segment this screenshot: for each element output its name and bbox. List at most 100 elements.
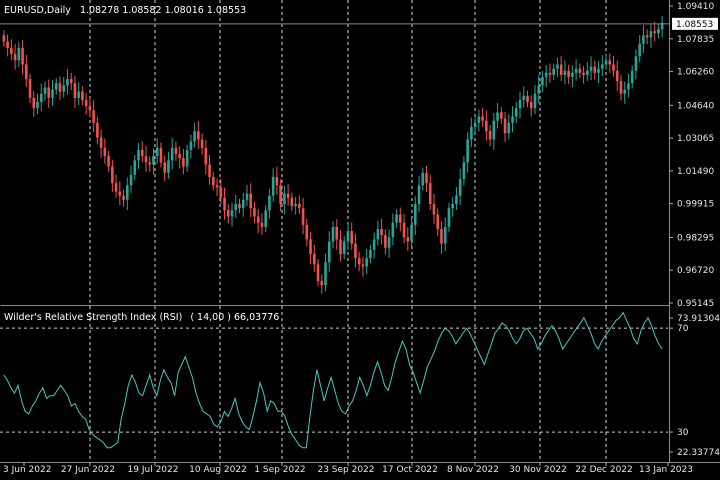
candle-body [324,262,327,286]
candle-body [402,222,406,238]
candle-body [623,89,627,94]
candle-body [178,154,181,159]
candle-body [54,83,58,90]
candle-body [129,174,133,186]
candle-body [159,147,163,163]
candle-body [286,193,290,198]
candle-body [485,120,488,132]
rsi-tick-label: 70 [677,324,689,334]
candle-body [500,112,503,119]
candle-body [578,68,582,73]
candle-body [114,183,118,192]
candle-body [96,122,99,138]
candle-body [84,99,88,107]
time-tick-label: 22 Dec 2022 [575,465,633,475]
candle-body [92,110,95,123]
candle-body [241,199,245,209]
candle-body [122,195,125,200]
candle-body [428,183,432,204]
candle-body [167,160,170,173]
candle-body [451,204,454,209]
candle-body [170,147,174,161]
candle-body [103,147,107,157]
candle-body [395,214,398,223]
time-tick-label: 19 Jul 2022 [128,465,179,475]
candle-body [496,112,499,121]
candle-body [447,208,451,227]
price-tick-label: 0.95145 [677,299,714,309]
candle-body [32,97,36,109]
candle-body [81,91,84,100]
candle-body [2,35,6,42]
price-panel[interactable]: 1.09410 1.07835 1.06260 1.04640 1.03065 1.014… [0,0,720,463]
candle-body [185,149,189,167]
candle-body [642,35,645,44]
time-tick-label: 1 Sep 2022 [254,465,305,475]
time-tick-label: 17 Oct 2022 [382,465,438,475]
candle-body [25,64,28,80]
candle-body [342,241,346,254]
candle-body [47,87,51,98]
candle-body [619,81,623,94]
candle-body [268,195,271,211]
candle-body [309,239,312,254]
candle-body [615,70,619,82]
candle-body [264,210,267,227]
candle-body [189,141,193,150]
price-tick-label: 1.06260 [677,68,714,78]
candle-series [2,15,664,294]
rsi-tick-label: 30 [677,428,689,438]
candle-body [125,185,129,200]
time-tick-label: 23 Sep 2022 [317,465,374,475]
candle-body [552,68,555,75]
candle-body [260,222,264,227]
candle-body [443,226,447,244]
candle-body [39,93,43,102]
candle-body [455,195,458,204]
candle-body [488,131,492,140]
rsi-line [3,311,663,449]
candle-body [163,162,166,173]
candle-body [507,122,511,134]
candle-body [140,149,144,157]
price-axis: 1.09410 1.07835 1.06260 1.04640 1.03065 1.014… [669,2,714,309]
candle-body [200,139,204,148]
candle-body [245,193,249,200]
candle-body [320,281,324,286]
candle-body [556,64,559,69]
candle-body [305,224,309,240]
candle-body [612,64,615,71]
candle-body [597,68,600,73]
symbol-name: EURUSD,Daily [4,5,71,16]
symbol-label: EURUSD,Daily 1.08278 1.08582 1.08016 1.0… [4,5,246,16]
candle-body [544,72,548,77]
candle-body [649,31,653,38]
candle-body [432,204,436,215]
candle-body [522,95,526,100]
candle-body [152,156,155,165]
candle-body [634,56,638,71]
price-tick-label: 0.98295 [677,233,714,243]
candle-body [653,31,656,34]
candle-body [466,139,469,163]
time-axis: 3 Jun 2022 27 Jun 2022 19 Jul 2022 10 Aug 2… [3,462,693,475]
candle-body [391,222,395,238]
price-tick-label: 1.09410 [677,2,714,12]
time-tick-label: 10 Aug 2022 [189,465,247,475]
candle-body [327,241,331,263]
candle-body [234,204,238,211]
price-tick-label: 0.99915 [677,200,714,210]
rsi-tick-label: 22.33774 [677,448,720,458]
candle-body [256,216,260,223]
candle-body [301,208,305,225]
candle-body [559,64,563,75]
candle-body [111,166,114,184]
candle-body [537,85,541,94]
price-tick-label: 1.01490 [677,167,714,177]
candle-body [208,164,211,177]
candle-body [586,70,589,75]
price-tick-label: 1.04640 [677,101,714,111]
